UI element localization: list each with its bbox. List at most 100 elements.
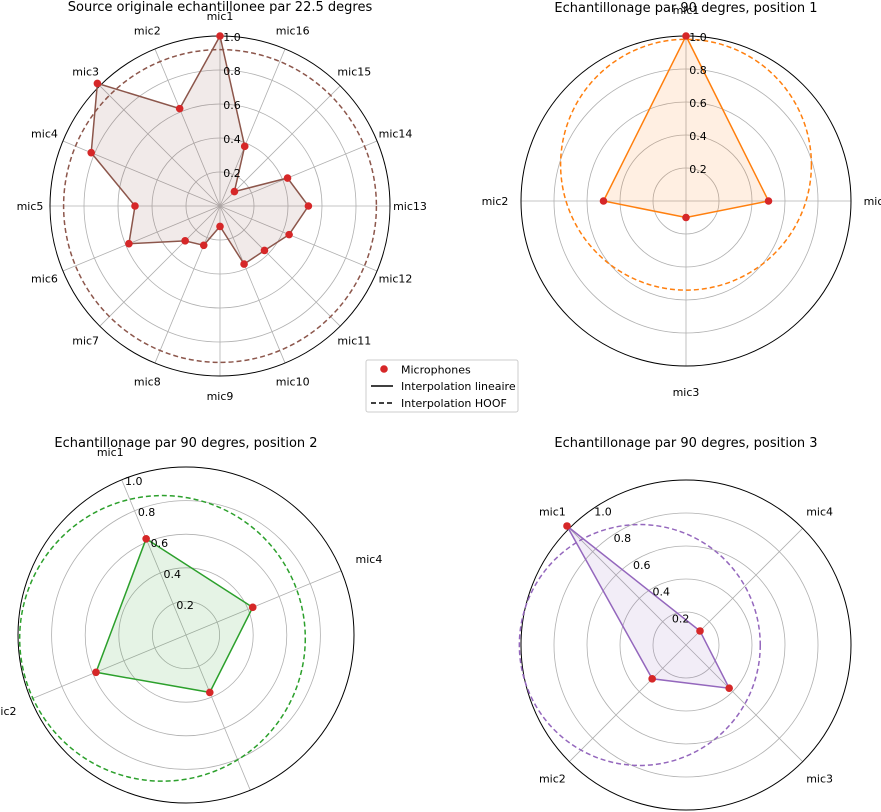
microphone-marker-mic16 [240, 142, 249, 151]
angle-label-mic3: mic3 [673, 386, 700, 399]
spoke-mic6 [62, 205, 221, 272]
grid-circle [84, 533, 288, 737]
angle-label-mic4: mic4 [864, 195, 881, 208]
microphone-marker-mic4 [764, 197, 773, 205]
radial-tick-label: 0.2 [176, 599, 194, 612]
plot-title: Echantillonage par 90 degres, position 3 [554, 436, 817, 451]
radial-tick-label: 0.6 [151, 537, 169, 550]
microphone-marker-mic3 [682, 213, 690, 222]
microphone-marker-mic4 [248, 603, 257, 612]
angle-label-mic1: mic1 [673, 4, 700, 17]
area-fill [91, 36, 309, 265]
polar-plot-90-position-3: Echantillonage par 90 degres, position 3… [518, 436, 852, 811]
microphone-marker-mic1 [216, 32, 224, 40]
angle-label-mic1: mic1 [97, 446, 124, 459]
angle-label-mic4: mic4 [356, 553, 383, 566]
grid-circle [652, 611, 720, 679]
polar-spine [17, 466, 355, 804]
angle-label-mic2: mic2 [134, 24, 161, 37]
polar-plot-90-position-1: Echantillonage par 90 degres, position 1… [482, 1, 881, 399]
radial-tick-label: 0.6 [689, 97, 707, 110]
angle-label-mic8: mic8 [134, 376, 161, 389]
microphone-marker-mic1 [682, 32, 690, 40]
spoke-mic3 [99, 85, 221, 207]
legend-microphone-marker [380, 365, 388, 373]
spoke-mic2 [30, 634, 187, 700]
angle-label-mic2: mic2 [0, 705, 16, 718]
spoke-mic12 [219, 205, 378, 272]
grid-circle [619, 578, 753, 712]
spoke-mic2 [154, 48, 221, 207]
angle-label-mic9: mic9 [207, 390, 234, 403]
polar-plot-90-position-2: Echantillonage par 90 degres, position 2… [0, 436, 382, 812]
microphone-marker-mic9 [216, 222, 224, 231]
area-fill [567, 526, 730, 689]
radial-tick-label: 0.2 [672, 612, 690, 625]
angle-label-mic7: mic7 [72, 334, 99, 347]
radial-tick-label: 0.4 [652, 586, 670, 599]
microphone-marker-mic4 [696, 627, 704, 635]
microphone-marker-mic10 [240, 260, 248, 268]
angle-label-mic16: mic16 [276, 24, 310, 37]
radial-tick-label: 0.8 [689, 64, 707, 77]
hoof-interpolation-line [559, 38, 813, 291]
grid-circle [586, 545, 786, 745]
grid-circle [117, 103, 323, 309]
radial-tick-label: 1.0 [594, 506, 612, 519]
spoke-mic3 [685, 644, 803, 762]
radial-tick-label: 1.0 [689, 31, 707, 44]
spoke-mic1 [121, 479, 187, 636]
polar-plot-original-22-5: Source originale echantillonee par 22.5 … [17, 0, 427, 403]
microphone-marker-mic6 [125, 239, 133, 248]
area-fill [603, 36, 769, 218]
microphone-marker-mic5 [131, 202, 139, 210]
microphone-marker-mic15 [230, 187, 239, 196]
microphone-marker-mic1 [142, 534, 150, 543]
microphone-marker-mic3 [205, 688, 214, 697]
legend-hoof-label: Interpolation HOOF [401, 397, 507, 410]
spoke-mic1 [569, 528, 687, 646]
radial-tick-label: 0.8 [223, 65, 241, 78]
microphone-marker-mic7 [181, 237, 189, 245]
grid-circle [553, 68, 819, 334]
microphone-marker-mic1 [563, 522, 571, 530]
spoke-mic4 [185, 570, 342, 636]
grid-circle [51, 500, 321, 770]
radial-tick-label: 0.2 [223, 167, 241, 180]
angle-label-mic15: mic15 [337, 66, 371, 79]
microphone-marker-mic2 [599, 197, 608, 205]
radial-tick-label: 0.6 [633, 559, 651, 572]
microphone-marker-mic4 [87, 148, 96, 157]
radial-tick-label: 0.8 [138, 506, 156, 519]
angle-label-mic10: mic10 [276, 376, 310, 389]
grid-circle [553, 512, 819, 778]
radial-tick-label: 0.4 [223, 133, 241, 146]
angle-label-mic4: mic4 [31, 127, 58, 140]
angle-label-mic1: mic1 [207, 10, 234, 23]
grid-circle [652, 167, 720, 235]
grid-circle [619, 134, 753, 268]
angle-label-mic12: mic12 [379, 273, 413, 286]
microphone-marker-mic3 [725, 684, 733, 692]
spoke-mic3 [185, 634, 251, 791]
radial-tick-label: 0.4 [164, 568, 182, 581]
microphone-marker-mic2 [92, 668, 100, 677]
angle-label-mic3: mic3 [806, 773, 833, 786]
spoke-mic15 [219, 85, 341, 207]
angle-label-mic2: mic2 [539, 773, 566, 786]
grid-circle [151, 601, 220, 670]
angle-label-mic14: mic14 [379, 127, 413, 140]
plot-title: Echantillonage par 90 degres, position 1 [554, 1, 817, 16]
spoke-mic11 [219, 205, 341, 327]
grid-circle [151, 137, 289, 275]
microphone-marker-mic3 [93, 79, 102, 88]
hoof-interpolation-line [18, 494, 307, 782]
grid-circle [118, 567, 254, 703]
plot-title: Echantillonage par 90 degres, position 2 [54, 436, 317, 451]
spoke-mic8 [154, 205, 221, 364]
hoof-interpolation-line [518, 523, 761, 767]
angle-label-mic13: mic13 [393, 200, 427, 213]
angle-label-mic2: mic2 [482, 195, 509, 208]
microphone-marker-mic8 [199, 241, 208, 250]
angle-label-mic3: mic3 [72, 66, 99, 79]
